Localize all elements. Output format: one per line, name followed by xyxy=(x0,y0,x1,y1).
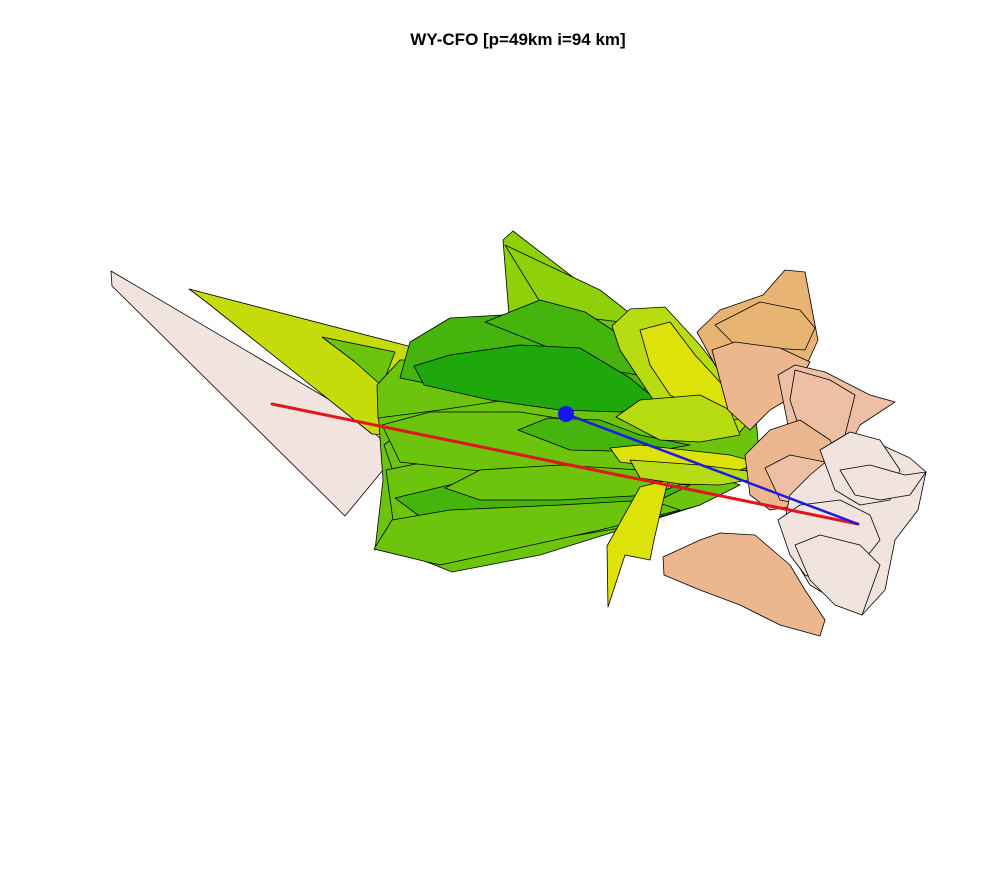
polygon-yellow-wedge-lower xyxy=(606,479,669,608)
polygon-peach-bottom xyxy=(662,532,826,637)
polygons-layer xyxy=(110,230,927,637)
polygon-pale-cluster-5 xyxy=(794,534,881,616)
red-line xyxy=(270,402,860,526)
polygon-light-yg-fan xyxy=(615,394,741,443)
plot-title: WY-CFO [p=49km i=94 km] xyxy=(410,30,626,49)
polygon-lime-bar xyxy=(629,459,761,486)
blue-line xyxy=(564,412,860,526)
polygon-green-base xyxy=(373,499,681,566)
polygon-pale-cluster-4 xyxy=(839,464,927,501)
blue-point xyxy=(558,406,574,422)
